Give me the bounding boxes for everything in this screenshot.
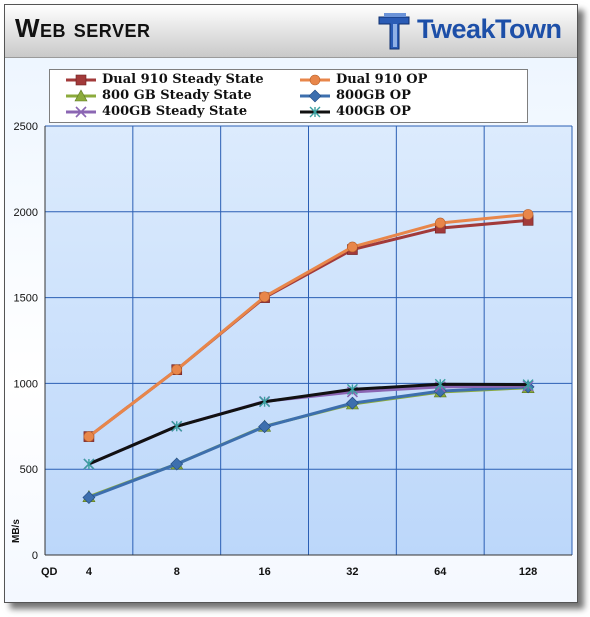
- tweaktown-logo-text: TweakTown: [417, 14, 562, 44]
- series-line-dual-910-op: [88, 212, 529, 438]
- chart-frame: Web server TweakTown 0 500 1000 1500 2000 250…: [4, 4, 578, 603]
- data-point-400gb-op: [434, 378, 446, 390]
- data-point-dual-910-op: [347, 241, 358, 253]
- x-tick-label: 64: [434, 566, 447, 578]
- x-tick-label: 32: [346, 566, 358, 578]
- y-tick-label: 2000: [14, 207, 38, 219]
- data-point-400gb-op: [346, 383, 358, 395]
- legend-label: 400GB OP: [336, 104, 411, 119]
- data-point-800gb-op: [345, 396, 359, 410]
- legend-swatch: [300, 89, 330, 103]
- y-tick-label: 2500: [14, 121, 38, 133]
- legend-marker: [75, 74, 87, 86]
- series-line-800gb-op: [88, 385, 529, 499]
- data-point-400gb-op: [83, 458, 95, 470]
- chart-legend: Dual 910 Steady State Dual 910 OP 800 GB S…: [49, 69, 528, 123]
- data-point-dual-910-op: [83, 431, 95, 442]
- y-tick-label: 1000: [14, 378, 38, 390]
- legend-swatch: [300, 74, 330, 86]
- legend-swatch: [300, 106, 330, 118]
- chart-header: Web server TweakTown: [5, 5, 577, 58]
- data-point-400gb-op: [171, 420, 183, 432]
- data-point-400gb-op: [522, 379, 534, 391]
- series-line-400gb-op: [88, 382, 529, 466]
- data-point-dual-910-op: [522, 209, 534, 220]
- legend-swatch: [66, 106, 96, 118]
- y-tick-label: 0: [32, 550, 38, 562]
- x-tick-label: 128: [519, 566, 537, 578]
- tweaktown-logo: TweakTown: [375, 11, 571, 53]
- legend-marker: [308, 89, 322, 103]
- x-axis-title: QD: [41, 566, 58, 578]
- legend-label: Dual 910 OP: [336, 72, 428, 87]
- data-point-400gb-op: [259, 396, 271, 408]
- legend-marker: [309, 74, 321, 86]
- legend-marker: [309, 106, 321, 118]
- legend-label: 800GB OP: [336, 88, 411, 103]
- x-tick-label: 4: [86, 566, 93, 578]
- chart-title: Web server: [15, 13, 151, 43]
- legend-label: 800 GB Steady State: [102, 88, 252, 103]
- data-point-dual-910-op: [171, 364, 183, 375]
- legend-swatch: [66, 89, 96, 102]
- data-point-dual-910-op: [259, 291, 270, 303]
- legend-marker: [75, 106, 87, 118]
- y-tick-label: 500: [20, 464, 38, 476]
- data-point-dual-910-op: [434, 217, 446, 229]
- x-tick-label: 8: [174, 566, 180, 578]
- data-point-800gb-op: [258, 420, 272, 434]
- line-chart: 0 500 1000 1500 2000 2500 4 8 16 32 64 128 QD MB/s: [11, 121, 573, 578]
- legend-label: Dual 910 Steady State: [102, 72, 264, 87]
- legend-marker: [74, 89, 88, 102]
- data-point-800gb-op: [170, 457, 184, 471]
- y-axis-title: MB/s: [11, 519, 22, 543]
- tweaktown-logo-icon: [378, 13, 410, 50]
- y-tick-label: 1500: [14, 293, 38, 305]
- legend-swatch: [66, 74, 96, 86]
- legend-label: 400GB Steady State: [102, 104, 248, 119]
- data-point-800gb-op: [82, 491, 96, 504]
- x-tick-label: 16: [258, 566, 270, 578]
